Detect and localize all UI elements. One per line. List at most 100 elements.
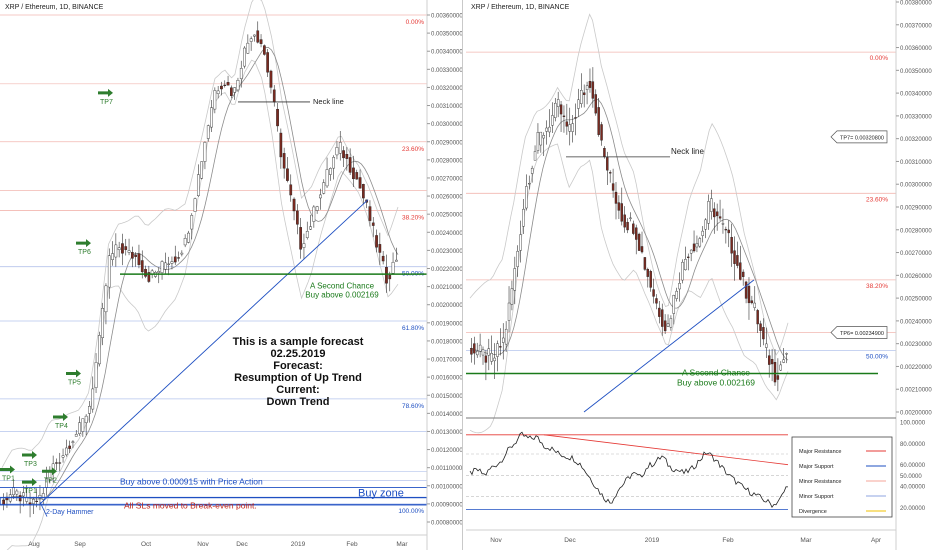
left-candle bbox=[322, 182, 326, 194]
right-candle bbox=[539, 131, 543, 146]
left-candle bbox=[243, 47, 246, 67]
right-candle bbox=[519, 234, 522, 251]
right-candle bbox=[765, 343, 768, 348]
left-candle bbox=[190, 215, 194, 230]
left-upper-band bbox=[1, 0, 399, 468]
left-candle bbox=[282, 153, 286, 169]
left-candle bbox=[259, 39, 263, 44]
right-uptrend-line bbox=[583, 279, 755, 413]
left-candle bbox=[81, 418, 85, 432]
left-candle bbox=[378, 244, 382, 253]
left-time-label: Dec bbox=[236, 541, 248, 548]
left-candle bbox=[61, 455, 65, 458]
right-price-tick-label: 0.00360000 bbox=[900, 46, 932, 52]
left-tp-label: TP4 bbox=[55, 423, 68, 430]
left-chart-panel[interactable]: XRP / Ethereum, 1D, BINANCE 0.00% 23.60% 3… bbox=[0, 0, 463, 555]
right-lower-band bbox=[469, 143, 789, 434]
right-candle bbox=[556, 99, 560, 107]
right-price-tick-label: 0.00280000 bbox=[900, 228, 932, 234]
left-price-tick-label: 0.00150000 bbox=[431, 394, 462, 400]
right-candle bbox=[643, 257, 647, 270]
right-time-label: Feb bbox=[722, 537, 734, 544]
right-candle bbox=[525, 186, 528, 209]
right-price-tick-label: 0.00260000 bbox=[900, 274, 932, 280]
left-candle bbox=[2, 500, 6, 505]
right-upper-band bbox=[469, 13, 789, 356]
left-candle bbox=[385, 267, 388, 284]
right-candle bbox=[580, 90, 583, 104]
right-fib-label: 23.60% bbox=[866, 196, 888, 203]
left-candle bbox=[71, 441, 75, 443]
left-candle bbox=[319, 194, 322, 199]
left-candle bbox=[31, 498, 35, 504]
right-second-chance-label: A Second Chance bbox=[682, 368, 750, 378]
left-tp-label: TP6 bbox=[78, 249, 91, 256]
right-candle bbox=[565, 121, 569, 127]
right-chart-panel[interactable]: XRP / Ethereum, 1D, BINANCE 0.00% 23.60% 3… bbox=[466, 0, 932, 550]
left-candle bbox=[223, 84, 227, 86]
right-candle bbox=[603, 148, 606, 157]
left-price-tick-label: 0.00210000 bbox=[431, 285, 462, 291]
left-candle bbox=[206, 125, 210, 139]
left-price-tick-label: 0.00310000 bbox=[431, 104, 462, 110]
right-candle bbox=[770, 359, 774, 365]
left-price-tick-label: 0.00130000 bbox=[431, 430, 462, 436]
right-candle bbox=[721, 223, 725, 225]
left-candle bbox=[22, 492, 25, 497]
left-candle bbox=[78, 422, 81, 434]
osc-line bbox=[469, 431, 789, 508]
left-tp-label: TP2 bbox=[44, 477, 57, 484]
left-price-tick-label: 0.00240000 bbox=[431, 231, 462, 237]
left-candle bbox=[38, 495, 42, 499]
right-price-tick-label: 0.00240000 bbox=[900, 319, 932, 325]
right-candle bbox=[741, 271, 745, 277]
right-candle bbox=[701, 230, 704, 236]
right-candle bbox=[767, 355, 771, 365]
right-time-label: Mar bbox=[800, 537, 812, 544]
right-candle bbox=[782, 359, 785, 363]
right-candle bbox=[629, 217, 632, 219]
left-candle bbox=[97, 335, 101, 365]
right-time-label: Nov bbox=[490, 537, 502, 544]
left-tp-label: TP1 bbox=[24, 488, 37, 495]
right-fib-label: 0.00% bbox=[870, 55, 889, 62]
left-time-label: Nov bbox=[197, 541, 209, 548]
right-candle bbox=[750, 300, 754, 304]
right-tp7-tag-shape bbox=[830, 130, 888, 144]
right-candle bbox=[591, 81, 595, 99]
right-candle bbox=[571, 123, 574, 132]
left-candle bbox=[391, 261, 395, 274]
left-candle bbox=[193, 198, 197, 212]
left-price-chart[interactable]: 0.00%23.60%38.20%50.00%61.80%78.60%100.0… bbox=[0, 0, 463, 555]
left-tp-arrow bbox=[22, 451, 37, 460]
right-candle bbox=[470, 348, 473, 355]
right-price-tick-label: 0.00350000 bbox=[900, 69, 932, 75]
left-candle bbox=[41, 493, 45, 500]
left-candle bbox=[117, 247, 121, 251]
left-fib-label: 78.60% bbox=[402, 403, 424, 410]
right-candle bbox=[522, 208, 525, 227]
right-candle bbox=[637, 233, 641, 251]
left-candle bbox=[157, 271, 161, 274]
left-candle bbox=[292, 198, 296, 212]
right-price-chart[interactable]: 0.00% 23.60% 38.20% 50.00% 0.00380000 0.0037… bbox=[466, 0, 932, 550]
left-candle bbox=[104, 285, 108, 313]
left-price-tick-label: 0.00260000 bbox=[431, 195, 462, 201]
left-candle bbox=[338, 142, 342, 154]
left-forecast-text: This is a sample forecast bbox=[233, 336, 364, 348]
left-candle bbox=[68, 445, 72, 449]
left-candle bbox=[200, 161, 204, 179]
left-candle bbox=[315, 206, 319, 211]
left-candle bbox=[74, 433, 78, 437]
left-tp-arrow bbox=[0, 465, 15, 474]
left-price-tick-label: 0.00300000 bbox=[431, 122, 462, 128]
left-price-axis-bg bbox=[427, 0, 462, 550]
right-candle bbox=[747, 285, 751, 304]
left-candle bbox=[262, 45, 266, 55]
left-candle bbox=[210, 107, 213, 128]
right-candle bbox=[617, 202, 621, 211]
left-price-tick-label: 0.00100000 bbox=[431, 484, 462, 490]
left-candle bbox=[233, 87, 237, 93]
right-candle bbox=[661, 309, 664, 327]
left-candle bbox=[196, 174, 200, 196]
